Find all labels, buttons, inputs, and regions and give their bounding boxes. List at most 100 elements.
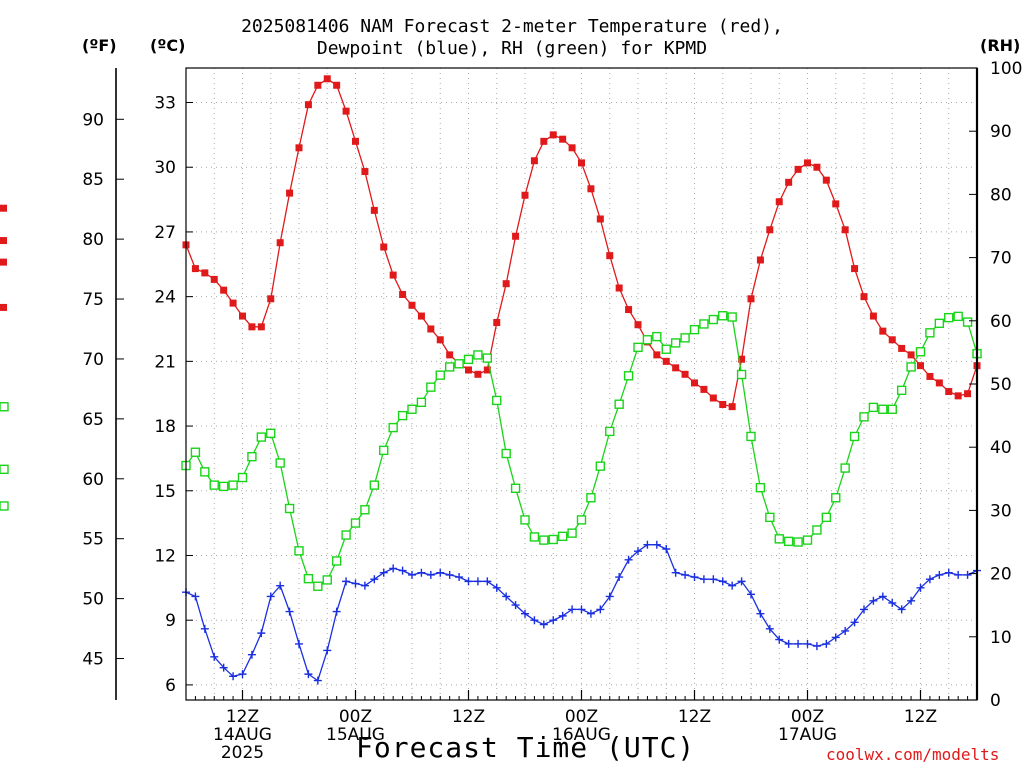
x-tick-label: 14AUG [213,725,272,745]
celsius-axis-unit: (ºC) [150,36,186,55]
fahrenheit-tick-label: 75 [82,290,104,310]
dewpoint-point [841,626,850,635]
rh-point [576,515,587,525]
temperature-point [625,306,633,314]
temperature-point [662,357,670,365]
dewpoint-point [530,616,539,625]
rh-point [331,556,342,566]
x-tick-label: 16AUG [552,725,611,745]
rh-tick-label: 60 [990,312,1012,332]
dewpoint-point [351,579,360,588]
temperature-point [747,295,755,303]
rh-point [878,404,888,414]
rh-point [557,531,568,542]
rh-point [746,431,756,442]
temperature-point [832,200,840,208]
rh-point [492,395,502,406]
dewpoint-point [210,652,219,661]
temperature-point [239,312,246,320]
rh-point [548,534,558,545]
rh-point [802,535,813,545]
x-tick-label: 12Z [678,707,711,727]
rh-point [256,432,267,442]
x-tick-label: 12Z [452,707,485,727]
rh-point [284,503,295,514]
rh-point [605,426,615,437]
rh-point [718,311,728,321]
rh-point [200,467,210,477]
axes: 6 9 12 15 18 21 24 27 30 33 45 50 55 60 65 70 75 80 85 90 0 1… [82,59,1022,763]
dewpoint-point [803,639,812,648]
temperature-point [521,191,529,199]
rh-point [868,402,879,413]
dewpoint-point [935,570,944,579]
rh-point [595,461,606,471]
rh-point [944,312,954,323]
series-dewpoint [182,541,981,685]
dewpoint-point [389,564,398,573]
rh-tick-label: 50 [990,375,1012,395]
dewpoint-point [831,633,840,642]
dewpoint-point [869,596,878,605]
dewpoint-point [229,672,238,681]
celsius-tick-label: 18 [154,417,176,437]
rh-point [934,318,945,329]
dewpoint-point [436,568,445,577]
temperature-point [879,327,887,335]
x-tick-label: 00Z [565,707,598,727]
celsius-tick-label: 27 [154,223,176,243]
temperature-point [465,366,472,374]
dewpoint-point [492,583,501,592]
temperature-point [408,301,416,309]
temperature-point [333,81,341,89]
temperature-point [634,321,642,329]
rh-point [821,512,832,523]
rh-point [407,404,417,414]
dewpoint-point [596,605,605,614]
dewpoint-point [304,670,313,679]
rh-point [397,410,408,421]
dewpoint-point [342,577,351,586]
fahrenheit-tick-label: 80 [82,230,104,250]
dewpoint-point [605,592,614,601]
temperature-point [474,370,482,378]
fahrenheit-tick-label: 65 [82,410,104,430]
rh-axis-unit: (RH) [980,36,1021,55]
temperature-point [323,75,331,83]
temperature-point [888,336,896,344]
temperature-point [220,286,228,294]
temperature-point [370,206,378,214]
temperature-point [719,400,727,408]
rh-point [849,431,860,442]
rh-point [482,353,493,363]
dewpoint-point [285,607,294,616]
dewpoint-point [775,635,784,644]
temperature-point [709,394,717,402]
rh-point [341,530,351,540]
temperature-point [201,269,209,277]
rh-tick-label: 0 [990,691,1001,711]
rh-tick-label: 20 [990,565,1012,585]
rh-point [529,532,540,542]
dewpoint-point [417,568,426,577]
rh-point [680,333,690,343]
temperature-point [417,312,425,320]
series-rh [0,311,982,591]
rh-point [520,515,530,525]
rh-point [350,518,361,528]
temperature-point [578,159,585,167]
dewpoint-point [445,570,454,579]
rh-point [209,480,219,490]
temperature-point [869,312,877,320]
fahrenheit-axis-unit: (ºF) [82,36,117,55]
chart-title-line-1: 2025081406 NAM Forecast 2-meter Temperat… [241,16,783,37]
rh-point [0,501,9,511]
rh-point [435,370,445,380]
dewpoint-point [662,545,671,554]
rh-point [840,463,850,473]
rh-point [896,385,907,396]
dewpoint-point [812,642,821,651]
grid-lines [186,68,977,700]
dewpoint-point [624,555,633,564]
dewpoint-point [360,581,369,590]
